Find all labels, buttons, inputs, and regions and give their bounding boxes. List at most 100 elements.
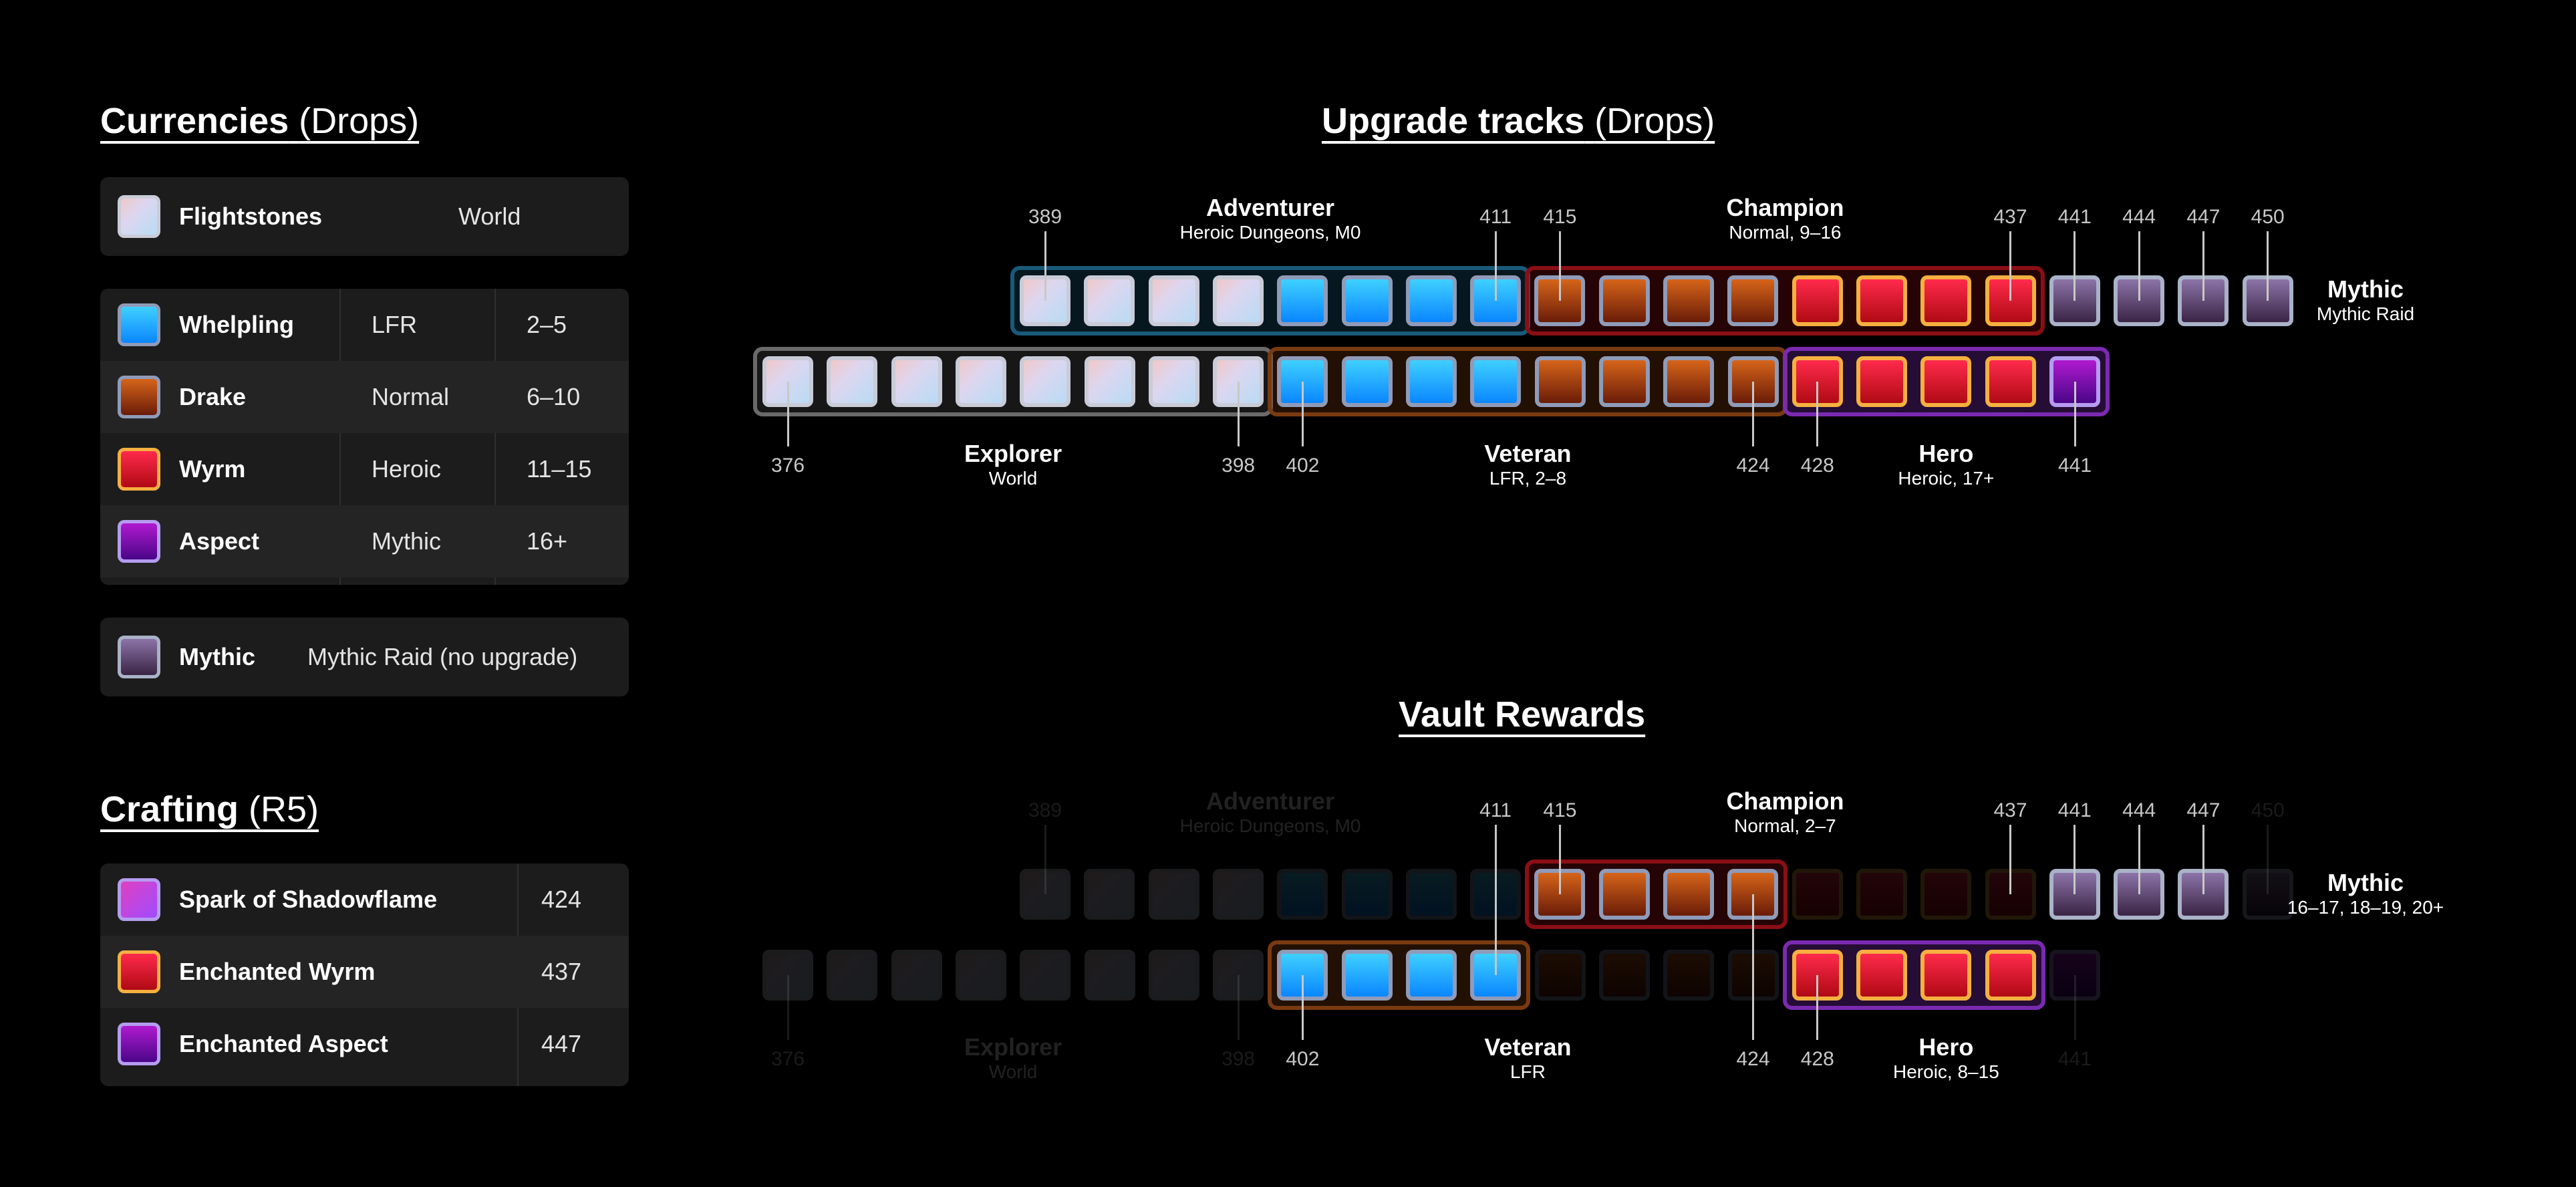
item-slot-icon: [1920, 950, 1972, 1001]
item-level-tick: [2073, 231, 2076, 301]
item-level-number: 437: [1993, 799, 2027, 821]
item-level-number: 389: [1028, 206, 1062, 228]
table-row: Enchanted Aspect 447: [100, 1008, 629, 1080]
track-name: Veteran: [1484, 1033, 1572, 1061]
item-level-number: 415: [1543, 799, 1577, 821]
item-slot-icon: [1598, 950, 1650, 1001]
item-slot-icon: [1534, 356, 1586, 407]
crafting-table: Spark of Shadowflame 424 Enchanted Wyrm …: [100, 864, 629, 1086]
crest-difficulty: LFR: [372, 311, 418, 338]
item-slot-icon: [1920, 356, 1972, 407]
item-slot-icon: [1856, 869, 1907, 920]
crafting-item-name: Spark of Shadowflame: [179, 886, 438, 913]
item-slot-icon: [1920, 869, 1972, 920]
whelpling-crest-icon: [118, 303, 160, 346]
item-slot-icon: [1598, 356, 1650, 407]
item-level-number: 411: [1479, 206, 1512, 228]
flightstones-row: Flightstones World: [100, 177, 629, 256]
track-label: Champion Normal, 2–7: [1726, 787, 1844, 837]
item-level-number: 398: [1222, 1048, 1256, 1070]
item-level-tick: [1237, 382, 1240, 446]
item-slot-icon: [1212, 869, 1264, 920]
flightstones-source: World: [458, 203, 521, 230]
track-sub: Heroic Dungeons, M0: [1179, 815, 1361, 836]
item-slot-icon: [1341, 950, 1393, 1001]
table-row: Drake Normal 6–10: [100, 361, 629, 433]
item-level-number: 441: [2057, 799, 2092, 821]
mythic-source: Mythic Raid (no upgrade): [307, 643, 578, 670]
item-level-number: 441: [2057, 206, 2092, 228]
item-slot-icon: [1084, 275, 1135, 326]
item-slot-icon: [1020, 869, 1070, 920]
aspect-crest-icon: [118, 520, 160, 563]
track-sub: Normal, 2–7: [1734, 815, 1836, 836]
item-slot-icon: [1213, 950, 1264, 1001]
item-slot-icon: [1663, 950, 1715, 1001]
crafting-item-name: Enchanted Wyrm: [179, 958, 376, 985]
item-level-number: 389: [1028, 799, 1062, 821]
column-divider: [494, 289, 496, 585]
crest-range: 2–5: [527, 311, 567, 338]
item-slot-icon: [1663, 356, 1715, 407]
item-level-number: 441: [2057, 454, 2092, 477]
track-name: Veteran: [1484, 440, 1572, 467]
item-level-number: 428: [1800, 454, 1834, 477]
item-level-tick: [2202, 231, 2204, 301]
item-level-tick: [1816, 382, 1819, 446]
item-level-number: 437: [1993, 206, 2027, 228]
item-slot-icon: [1084, 950, 1135, 1001]
item-slot-icon: [827, 356, 878, 407]
crest-name: Wyrm: [179, 455, 246, 483]
item-slot-icon: [1985, 950, 2036, 1001]
track-label: Mythic 16–17, 18–19, 20+: [2287, 869, 2444, 918]
item-level-tick: [2202, 825, 2204, 894]
track-name: Hero: [1918, 440, 1974, 467]
mythic-name: Mythic: [179, 643, 256, 670]
wyrm-crest-icon: [118, 448, 160, 491]
item-slot-icon: [1148, 869, 1199, 920]
mythic-icon: [118, 636, 160, 678]
track-sub: LFR: [1510, 1061, 1546, 1082]
track-name: Hero: [1918, 1033, 1974, 1061]
item-slot-icon: [1598, 869, 1650, 920]
flightstones-card: Flightstones World: [100, 177, 629, 256]
item-slot-icon: [1341, 869, 1393, 920]
track-name: Explorer: [964, 1033, 1062, 1061]
upgrade-tracks-heading: Upgrade tracks (Drops): [1322, 100, 1715, 142]
item-slot-icon: [891, 950, 942, 1001]
item-slot-icon: [1020, 950, 1071, 1001]
item-level-number: 424: [1736, 1048, 1770, 1070]
item-slot-icon: [1406, 950, 1457, 1001]
item-slot-icon: [1727, 275, 1779, 326]
drake-crest-icon: [118, 376, 160, 418]
item-level-tick: [2138, 825, 2140, 894]
item-slot-icon: [1341, 356, 1393, 407]
mythic-row: Mythic Mythic Raid (no upgrade): [100, 618, 629, 696]
item-level-number: 424: [1736, 454, 1770, 477]
item-slot-icon: [1792, 869, 1843, 920]
item-slot-icon: [1405, 869, 1457, 920]
item-slot-icon: [1598, 275, 1650, 326]
item-slot-icon: [1663, 869, 1714, 920]
track-name: Adventurer: [1206, 787, 1335, 815]
upgrade-tracks-title-sub: (Drops): [1594, 101, 1715, 141]
track-name: Adventurer: [1206, 194, 1335, 221]
item-slot-icon: [1534, 950, 1586, 1001]
item-level-tick: [1301, 382, 1304, 446]
crest-range: 16+: [527, 527, 568, 555]
item-level-tick: [2073, 825, 2076, 894]
item-level-number: 444: [2122, 799, 2156, 821]
item-slot-icon: [762, 950, 813, 1001]
item-level-tick: [2073, 382, 2076, 446]
item-level-tick: [1494, 231, 1497, 301]
item-level-tick: [2267, 231, 2269, 301]
item-slot-icon: [955, 356, 1006, 407]
item-level-tick: [2009, 825, 2011, 894]
item-slot-icon: [1985, 356, 2036, 407]
item-slot-icon: [1856, 275, 1907, 326]
item-slot-icon: [827, 950, 878, 1001]
item-slot-icon: [955, 950, 1006, 1001]
item-level-number: 402: [1286, 454, 1320, 477]
item-slot-icon: [1920, 275, 1972, 326]
